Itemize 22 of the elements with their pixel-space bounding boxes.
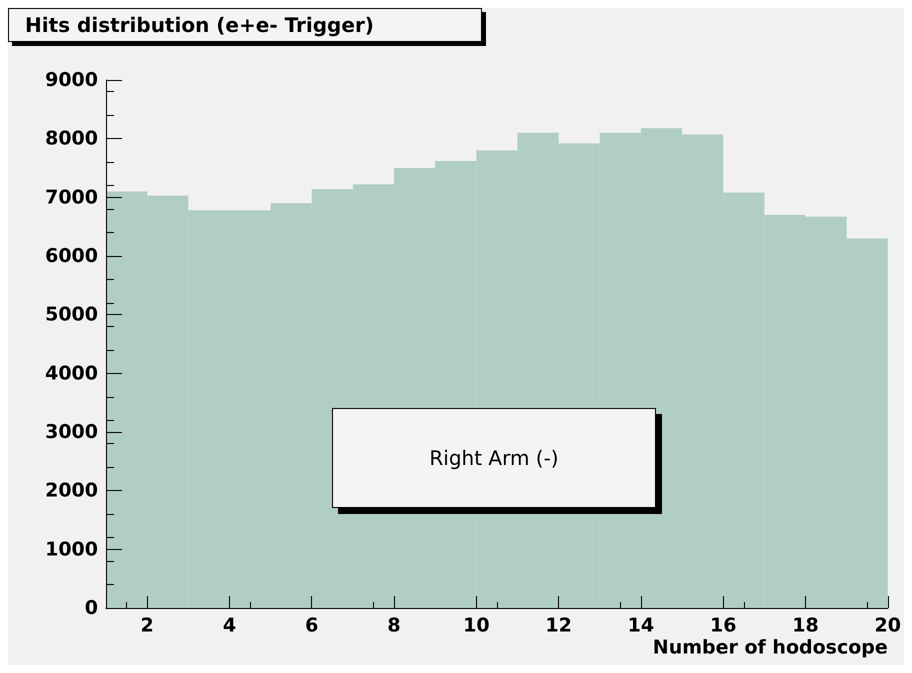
x-tick-label: 4 bbox=[222, 614, 236, 636]
y-tick-label: 7000 bbox=[45, 186, 98, 208]
y-tick-label: 5000 bbox=[45, 304, 98, 326]
x-tick-label: 12 bbox=[545, 614, 572, 636]
y-tick-label: 4000 bbox=[45, 362, 98, 384]
x-tick-label: 6 bbox=[305, 614, 318, 636]
y-tick-label: 2000 bbox=[45, 480, 98, 502]
y-tick-label: 8000 bbox=[45, 128, 98, 150]
x-tick-label: 10 bbox=[463, 614, 490, 636]
y-tick-label: 9000 bbox=[45, 69, 98, 91]
x-tick-label: 14 bbox=[628, 614, 654, 636]
x-tick-label: 2 bbox=[140, 614, 154, 636]
x-tick-label: 18 bbox=[792, 614, 819, 636]
chart-title: Hits distribution (e+e- Trigger) bbox=[8, 8, 482, 42]
y-tick-label: 0 bbox=[84, 597, 98, 619]
x-tick-label: 16 bbox=[710, 614, 736, 636]
y-tick-label: 6000 bbox=[45, 245, 98, 267]
x-tick-label: 8 bbox=[387, 614, 401, 636]
x-tick-label: 20 bbox=[874, 614, 902, 636]
y-tick-label: 1000 bbox=[45, 538, 98, 560]
x-axis-title: Number of hodoscope bbox=[652, 636, 888, 658]
y-tick-label: 3000 bbox=[45, 421, 98, 443]
